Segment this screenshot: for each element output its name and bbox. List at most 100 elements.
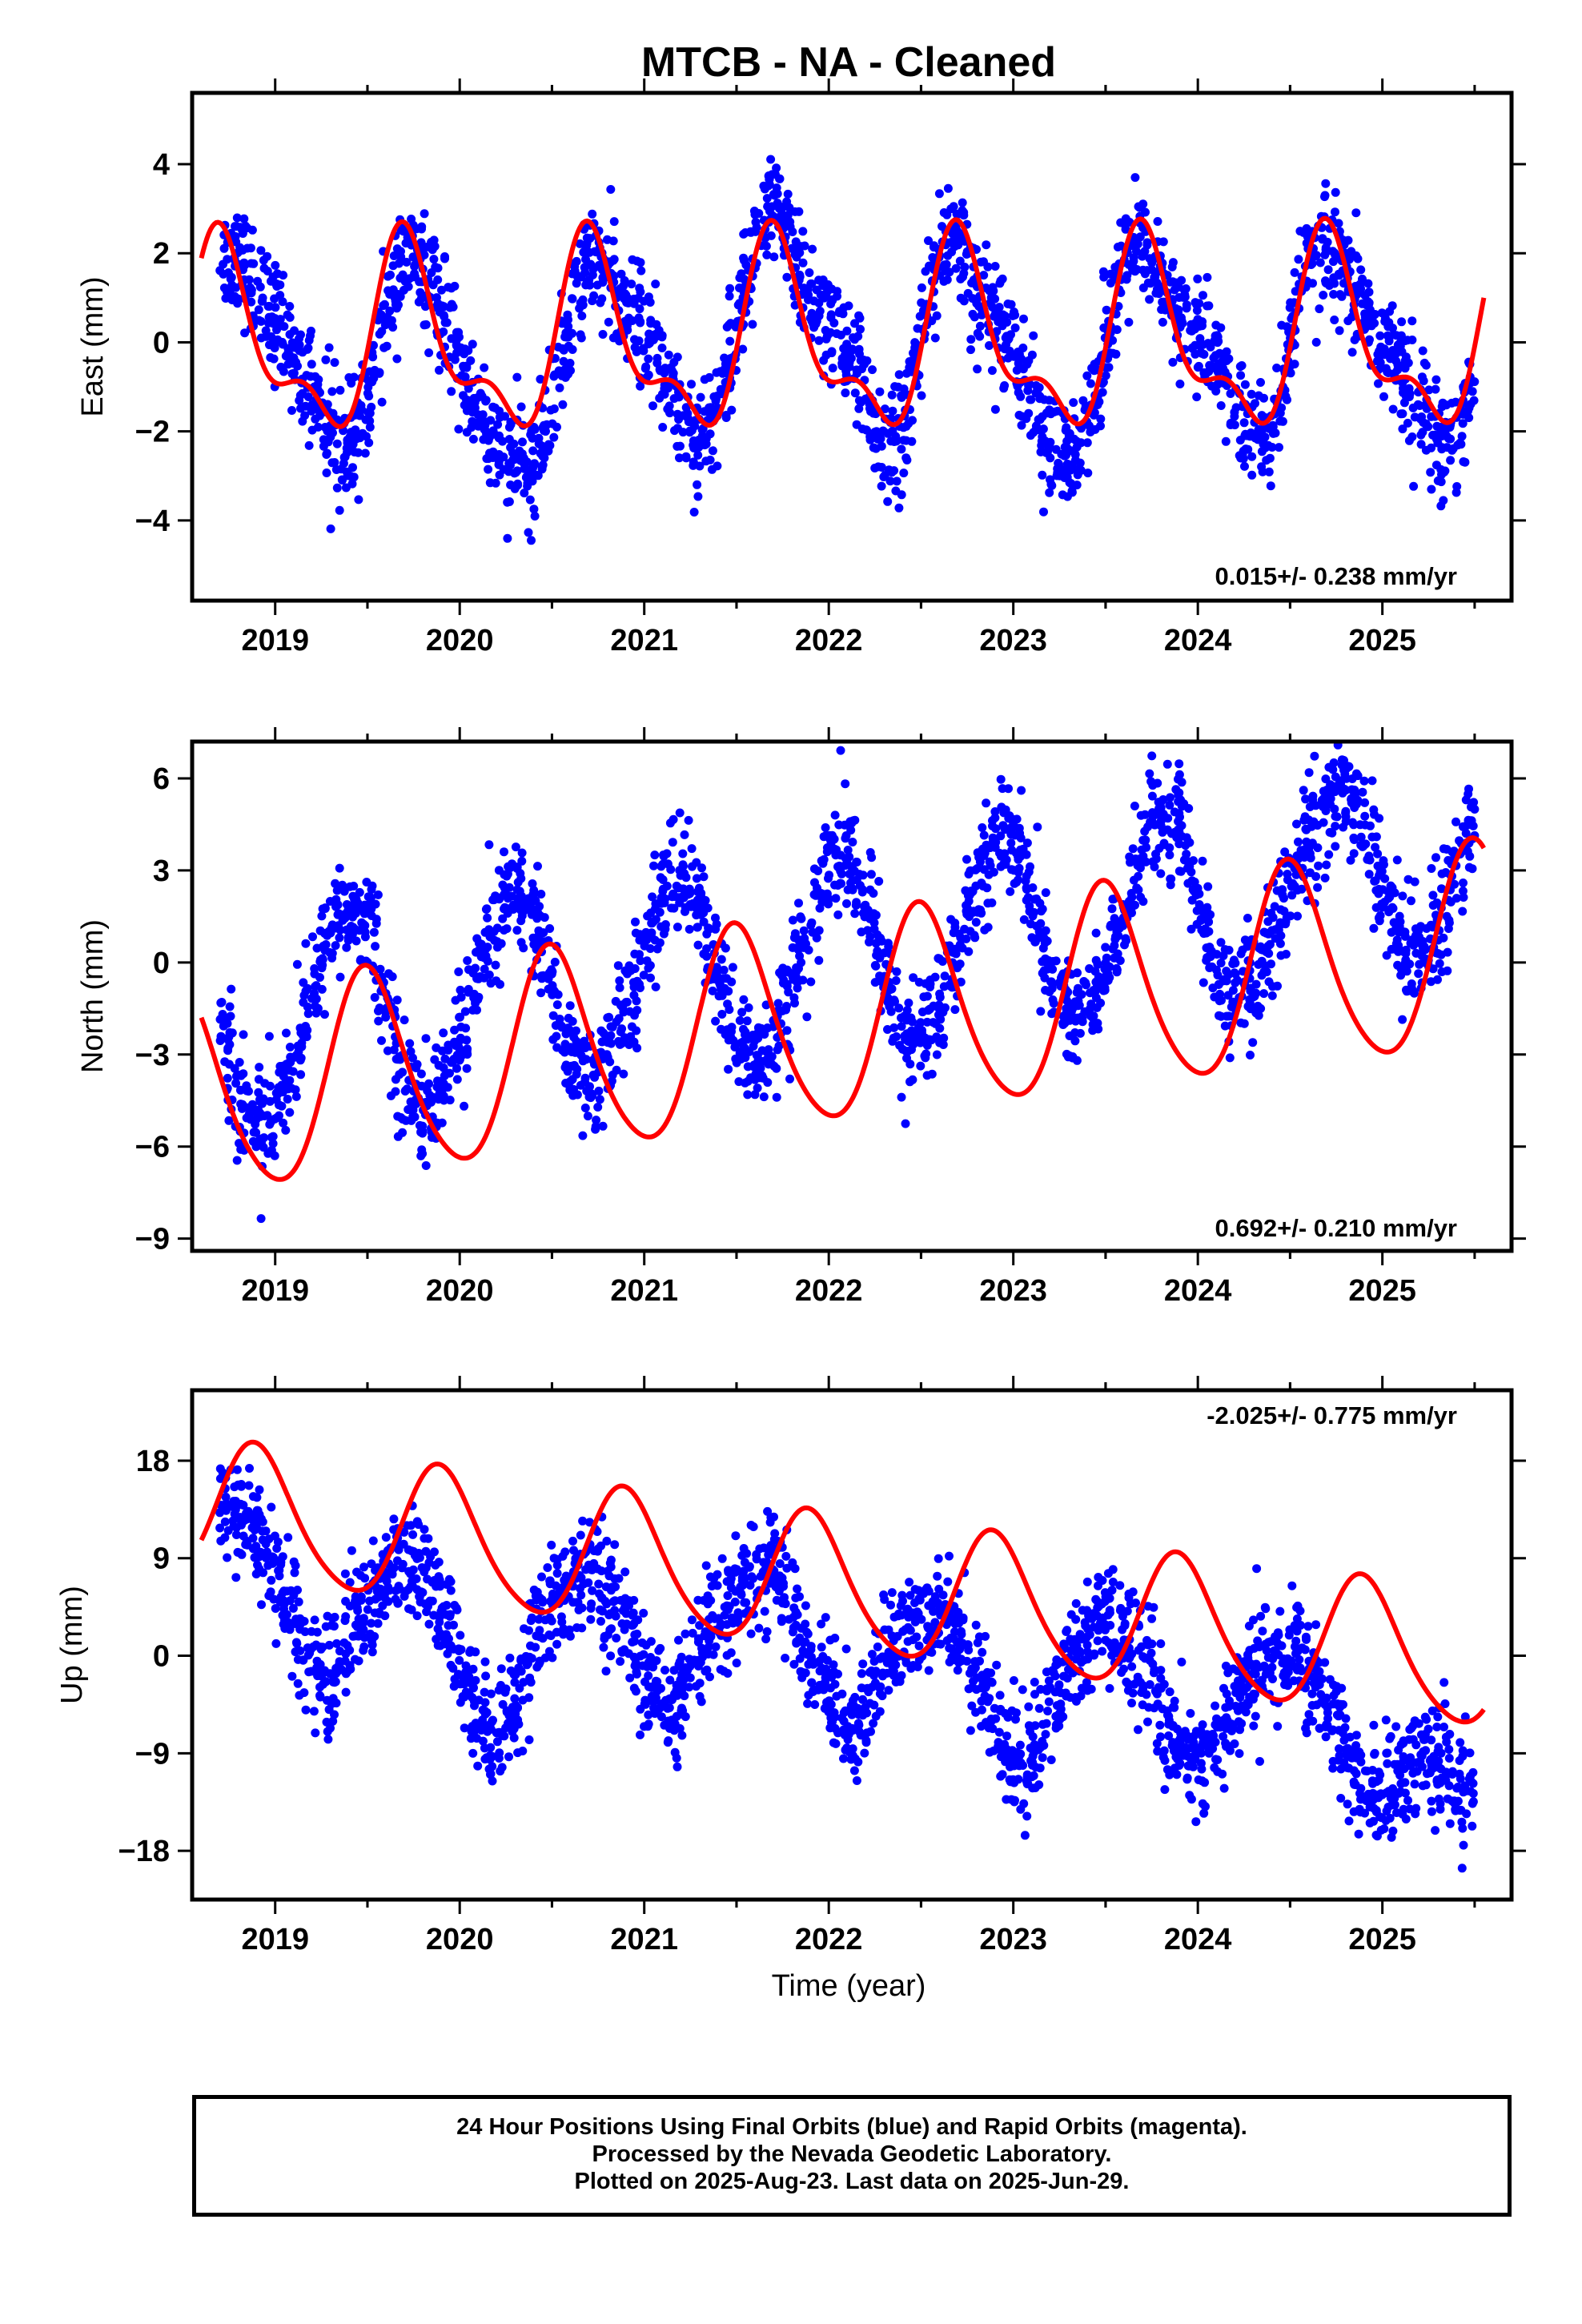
data-point [278, 340, 287, 349]
data-point [629, 991, 639, 1000]
data-point [572, 1090, 582, 1100]
data-point [365, 408, 375, 418]
data-point [636, 956, 645, 966]
data-point [909, 973, 918, 983]
data-point [1134, 871, 1143, 881]
data-point [834, 308, 844, 317]
data-point [247, 225, 257, 235]
data-point [1272, 886, 1282, 895]
data-point [1016, 834, 1026, 842]
data-point [740, 1046, 749, 1055]
data-point [806, 977, 816, 987]
data-point [973, 364, 982, 374]
data-point [1359, 776, 1369, 786]
data-point [265, 340, 274, 350]
data-point [347, 479, 357, 489]
data-point [658, 893, 668, 902]
data-point [317, 963, 327, 973]
data-point [1301, 794, 1311, 804]
data-point [1374, 379, 1383, 388]
data-point [1028, 883, 1038, 892]
data-point [1076, 465, 1086, 475]
data-point [332, 1638, 341, 1648]
data-point [485, 448, 494, 458]
data-point [766, 231, 776, 240]
data-point [463, 1044, 472, 1054]
data-point [759, 1092, 769, 1102]
data-point [396, 292, 405, 301]
data-point [408, 1053, 417, 1063]
data-point [805, 268, 814, 277]
data-point [357, 918, 367, 927]
data-point [1314, 861, 1323, 870]
data-point [259, 263, 269, 273]
data-point [462, 1035, 472, 1045]
data-point [551, 1021, 560, 1030]
data-point [888, 406, 897, 416]
data-point [802, 1012, 812, 1022]
data-point [215, 1523, 225, 1533]
data-point [1343, 235, 1353, 245]
data-point [327, 920, 337, 930]
data-point [561, 1079, 571, 1088]
data-point [512, 372, 522, 382]
data-point [916, 1061, 926, 1071]
data-point [1225, 1053, 1235, 1063]
data-point [254, 1088, 263, 1097]
data-point [1290, 882, 1299, 891]
data-point [423, 1086, 432, 1096]
data-point [528, 433, 537, 443]
data-point [1138, 199, 1148, 209]
data-point [979, 257, 988, 267]
data-point [1147, 751, 1157, 761]
data-point [1324, 791, 1333, 801]
data-point [960, 924, 970, 934]
data-point [962, 854, 971, 864]
data-point [373, 890, 383, 899]
data-point [991, 824, 1001, 834]
data-point [680, 830, 689, 839]
data-point [1424, 385, 1434, 395]
data-point [1304, 768, 1314, 778]
data-point [517, 449, 527, 459]
data-point [1356, 832, 1366, 842]
data-point [1195, 900, 1204, 909]
data-point [275, 315, 285, 324]
data-point [582, 241, 592, 251]
data-point [1036, 1007, 1046, 1016]
data-point [945, 941, 954, 951]
data-point [699, 908, 709, 918]
data-point [402, 257, 412, 267]
data-point [848, 838, 857, 846]
chart-title: MTCB - NA - Cleaned [641, 39, 1056, 86]
data-point [990, 294, 1000, 304]
data-point [1462, 821, 1472, 830]
data-point [572, 271, 582, 280]
data-point [790, 250, 800, 259]
data-point [1407, 336, 1417, 344]
data-point [442, 318, 452, 328]
data-point [445, 1068, 454, 1078]
data-point [244, 1481, 254, 1490]
data-point [782, 197, 792, 207]
data-point [303, 1009, 313, 1019]
data-point [1436, 950, 1446, 959]
data-point [1261, 443, 1271, 452]
data-point [966, 866, 975, 876]
data-point [621, 998, 631, 1007]
data-point [480, 964, 489, 974]
data-point [904, 998, 913, 1007]
data-point [856, 324, 865, 334]
data-point [1112, 967, 1122, 977]
data-point [1034, 927, 1044, 936]
data-point [955, 256, 965, 266]
data-point [418, 1127, 428, 1136]
data-point [958, 208, 967, 218]
data-point [973, 907, 982, 917]
data-point [241, 1540, 251, 1550]
data-point [910, 343, 920, 352]
data-point [217, 998, 227, 1007]
data-point [1305, 802, 1315, 811]
data-point [973, 864, 982, 873]
data-point [871, 961, 881, 971]
